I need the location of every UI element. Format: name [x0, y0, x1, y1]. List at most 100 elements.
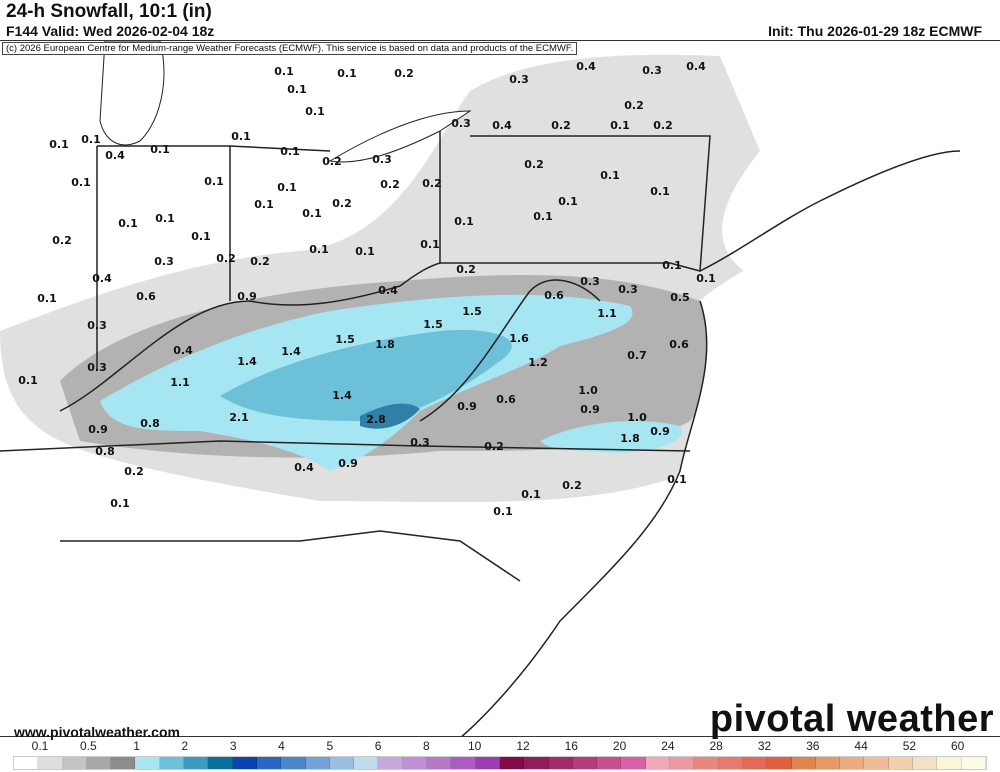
snowfall-value-label: 0.3	[509, 73, 529, 86]
snowfall-value-label: 0.2	[380, 178, 400, 191]
legend-swatch	[572, 757, 598, 769]
legend-swatch	[38, 757, 63, 769]
snowfall-map[interactable]: 0.1 0.1 0.2 0.1 0.1 0.1 0.1 0.4 0.1 0.1 0.1 0.2 0.3 0…	[0, 40, 1000, 737]
snowfall-value-label: 0.2	[624, 99, 644, 112]
snowfall-value-label: 1.5	[335, 333, 355, 346]
lake-michigan	[99, 41, 165, 146]
legend-swatch	[402, 757, 428, 769]
snowfall-value-label: 0.9	[237, 290, 257, 303]
legend-tick-label: 52	[902, 739, 917, 753]
snowfall-value-label: 0.2	[124, 465, 144, 478]
legend-swatch	[767, 757, 792, 769]
snowfall-value-label: 0.1	[274, 65, 294, 78]
legend-tick-label: 36	[806, 739, 820, 753]
snowfall-value-label: 1.5	[462, 305, 482, 318]
legend-swatch	[888, 757, 913, 769]
lake-erie	[328, 110, 472, 163]
snowfall-value-label: 0.1	[287, 83, 307, 96]
snowfall-value-label: 0.3	[410, 436, 430, 449]
legend-swatch	[14, 757, 39, 769]
snowfall-value-label: 2.1	[229, 411, 249, 424]
snowfall-value-label: 0.3	[87, 319, 107, 332]
snowfall-value-label: 1.2	[528, 356, 548, 369]
valid-time: F144 Valid: Wed 2026-02-04 18z	[6, 23, 215, 39]
snowfall-value-label: 0.1	[650, 185, 670, 198]
snowfall-value-label: 0.1	[667, 473, 687, 486]
snowfall-value-label: 1.8	[375, 338, 395, 351]
snowfall-value-label: 0.3	[451, 117, 471, 130]
legend-swatch	[621, 757, 646, 769]
legend-tick-label: 2	[181, 739, 189, 753]
snowfall-value-label: 0.3	[580, 275, 600, 288]
southeast-va-snow-area	[540, 421, 682, 453]
snowfall-value-label: 0.4	[92, 272, 112, 285]
legend-swatch	[305, 757, 330, 769]
snowfall-value-label: 0.4	[686, 60, 706, 73]
snowfall-value-label: 0.7	[627, 349, 647, 362]
snowfall-value-label: 0.2	[551, 119, 571, 132]
atlantic-ocean	[462, 161, 1000, 736]
snowfall-value-label: 0.1	[49, 138, 69, 151]
snowfall-value-label: 1.0	[578, 384, 598, 397]
legend-swatch	[912, 757, 938, 769]
snowfall-value-label: 0.1	[337, 67, 357, 80]
snowfall-value-label: 0.1	[37, 292, 57, 305]
legend-swatch	[378, 757, 403, 769]
legend-tick-label: 16	[564, 739, 578, 753]
legend-swatch	[135, 757, 160, 769]
legend-tick-label: 0.1	[31, 739, 49, 753]
legend-swatch	[354, 757, 379, 769]
legend-tick-label: 12	[516, 739, 530, 753]
legend-tick-label: 44	[854, 739, 868, 753]
snowfall-value-label: 0.1	[155, 212, 175, 225]
legend-swatch	[232, 757, 257, 769]
legend-swatch	[718, 757, 743, 769]
snowfall-value-label: 0.9	[580, 403, 600, 416]
snowfall-value-label: 0.4	[492, 119, 512, 132]
snowfall-value-label: 0.1	[610, 119, 630, 132]
snowfall-value-label: 0.4	[378, 284, 398, 297]
legend-swatch	[427, 757, 452, 769]
site-url[interactable]: www.pivotalweather.com	[14, 724, 180, 740]
snowfall-value-label: 1.4	[281, 345, 301, 358]
nc-sc-border	[299, 530, 521, 582]
legend-swatch	[597, 757, 622, 769]
legend-tick-label: 20	[612, 739, 627, 753]
legend-tick-label: 10	[468, 739, 482, 753]
legend-tick-label: 24	[661, 739, 675, 753]
snowfall-value-label: 0.6	[136, 290, 156, 303]
snowfall-value-label: 0.2	[653, 119, 673, 132]
snowfall-value-label: 0.1	[81, 133, 101, 146]
snowfall-value-label: 1.1	[170, 376, 190, 389]
snowfall-value-label: 0.1	[662, 259, 682, 272]
snowfall-value-label: 1.6	[509, 332, 529, 345]
snowfall-value-label: 0.6	[544, 289, 564, 302]
snowfall-value-label: 0.2	[322, 155, 342, 168]
legend-swatch	[645, 757, 671, 769]
legend-swatch	[159, 757, 185, 769]
snowfall-value-label: 0.3	[618, 283, 638, 296]
snowfall-value-label: 0.2	[332, 197, 352, 210]
snowfall-value-label: 0.2	[524, 158, 544, 171]
snowfall-value-label: 0.1	[118, 217, 138, 230]
snowfall-value-label: 0.6	[669, 338, 689, 351]
snowfall-value-label: 0.1	[280, 145, 300, 158]
snowfall-value-label: 0.1	[420, 238, 440, 251]
moderate-snow-area	[220, 330, 512, 421]
legend-swatch	[451, 757, 476, 769]
legend-swatch	[548, 757, 573, 769]
legend-tick-label: 4	[278, 739, 285, 753]
snowfall-value-label: 0.3	[87, 361, 107, 374]
snowfall-value-label: 0.1	[309, 243, 329, 256]
snowfall-value-label: 0.9	[88, 423, 108, 436]
snowfall-value-label: 0.5	[670, 291, 690, 304]
snowfall-value-label: 0.2	[216, 252, 236, 265]
state-borders	[0, 131, 961, 736]
snowfall-value-labels: 0.1 0.1 0.2 0.1 0.1 0.1 0.1 0.4 0.1 0.1 0.1 0.2 0.3 0…	[18, 60, 716, 518]
snowfall-value-label: 2.8	[366, 413, 386, 426]
legend-swatch	[184, 757, 209, 769]
snowfall-value-label: 0.1	[254, 198, 274, 211]
legend-swatch	[840, 757, 865, 769]
snowfall-value-label: 1.4	[237, 355, 257, 368]
snowfall-shading	[0, 41, 1000, 736]
